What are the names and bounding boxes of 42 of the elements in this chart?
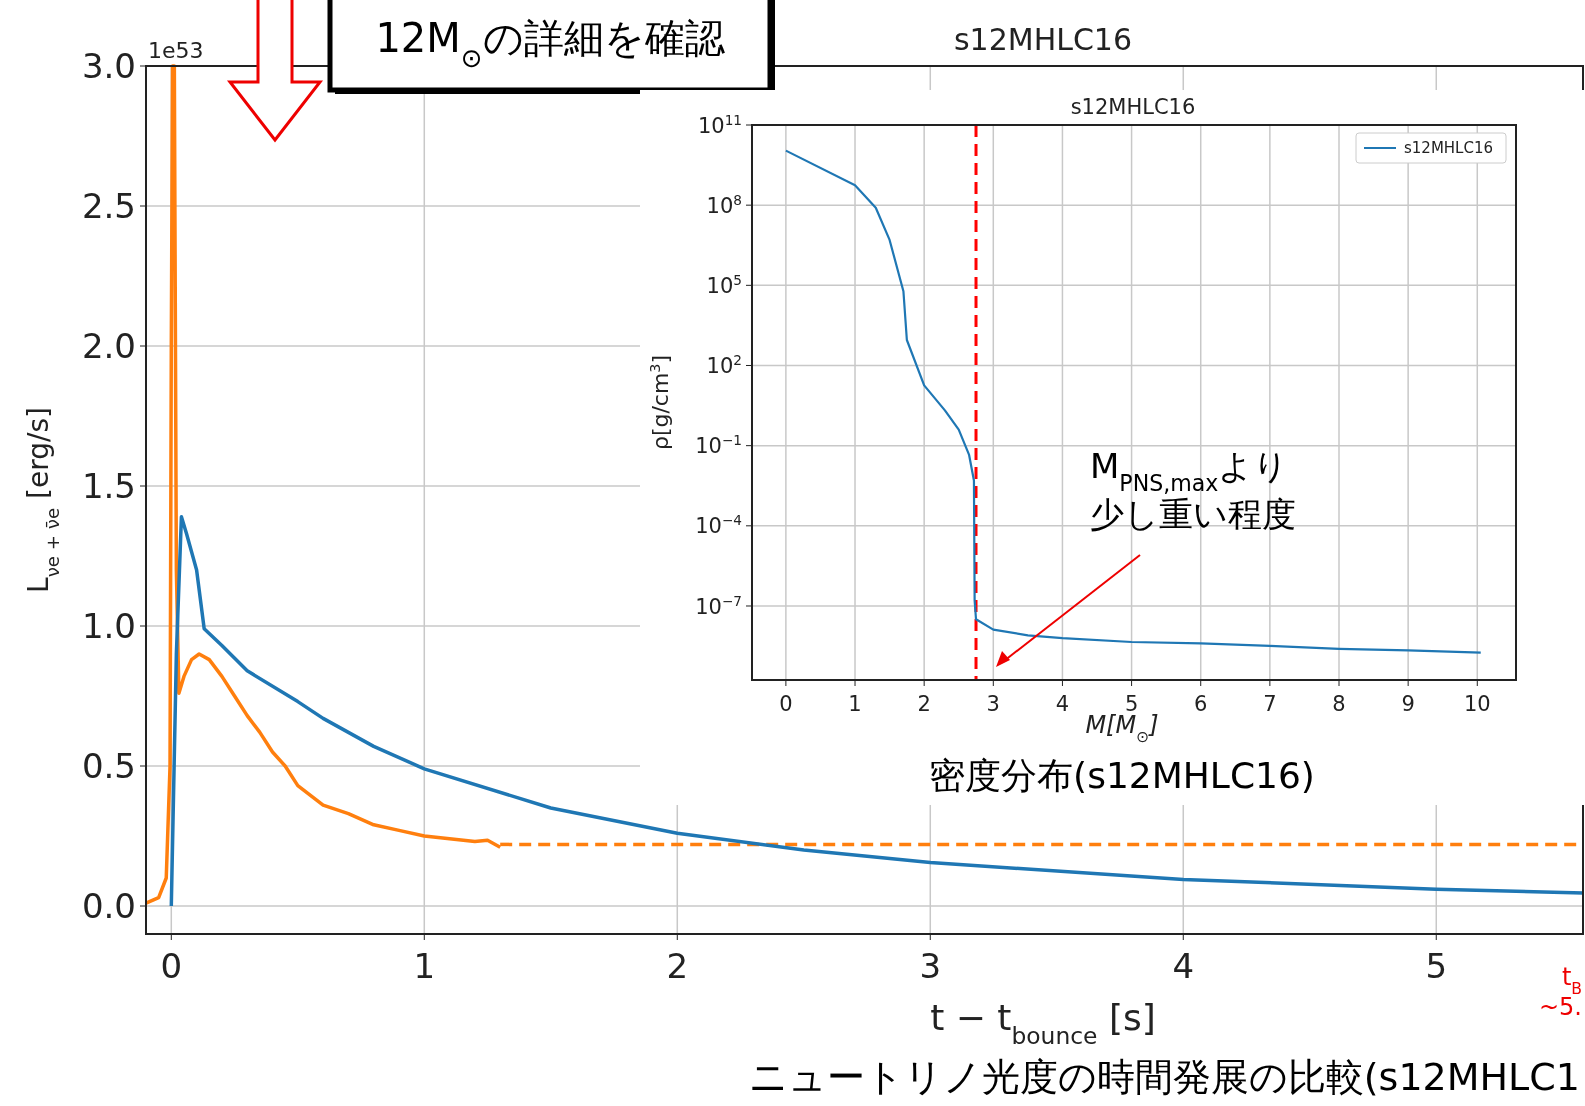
x-tick-label: 5 — [1425, 946, 1448, 986]
y-tick-label: 10$^{8}$ — [706, 191, 742, 218]
x-tick-label: 9 — [1401, 692, 1415, 716]
x-tick-label: 3 — [986, 692, 1000, 716]
y-tick-label: 1.5 — [81, 466, 136, 507]
chart-title: s12MHLC16 — [1070, 95, 1196, 119]
chart-title: s12MHLC16 — [953, 22, 1133, 57]
y-tick-label: 10$^{2}$ — [706, 352, 742, 379]
y-tick-label: 0.5 — [81, 746, 136, 787]
y-tick-label: 10$^{5}$ — [706, 271, 742, 298]
y-tick-label: 10$^{−4}$ — [695, 512, 742, 539]
y-tick-label: 1.0 — [81, 606, 136, 647]
x-tick-label: 0 — [160, 946, 183, 986]
y-tick-label: 0.0 — [81, 886, 136, 927]
x-tick-label: 7 — [1263, 692, 1277, 716]
annotation: M$_{PNS,max}$より — [1090, 446, 1289, 496]
annotation: 密度分布(s12MHLC16) — [929, 755, 1315, 796]
annotation: 少し重い程度 — [1090, 494, 1296, 534]
x-tick-label: 4 — [1055, 692, 1070, 716]
x-tick-label: 10 — [1463, 692, 1491, 716]
x-tick-label: 3 — [919, 946, 942, 986]
x-tick-label: 1 — [848, 692, 862, 716]
x-tick-label: 0 — [779, 692, 793, 716]
x-tick-label: 1 — [413, 946, 436, 986]
text: t$_{B}$ ~5. — [1538, 963, 1582, 1021]
x-tick-label: 6 — [1194, 692, 1208, 716]
text: 1e53 — [148, 38, 204, 63]
x-axis-title: t − t$_{bounce}$ [s] — [930, 997, 1156, 1050]
legend: s12MHLC16 — [1355, 132, 1507, 164]
x-tick-label: 8 — [1332, 692, 1346, 716]
y-tick-label: 3.0 — [81, 46, 136, 87]
x-tick-label: 4 — [1172, 946, 1195, 986]
legend-label: s12MHLC16 — [1404, 139, 1494, 157]
annotation: 12M$_{⊙}$の詳細を確認 — [375, 15, 725, 73]
y-tick-label: 2.5 — [81, 186, 136, 227]
y-tick-label: 2.0 — [81, 326, 136, 367]
text: ニュートリノ光度の時間発展の比較(s12MHLC1 — [748, 1055, 1580, 1099]
y-tick-label: 10$^{−1}$ — [695, 432, 742, 459]
x-tick-label: 2 — [917, 692, 931, 716]
x-tick-label: 2 — [666, 946, 689, 986]
y-tick-label: 10$^{11}$ — [697, 111, 742, 138]
y-tick-label: 10$^{−7}$ — [695, 592, 742, 619]
